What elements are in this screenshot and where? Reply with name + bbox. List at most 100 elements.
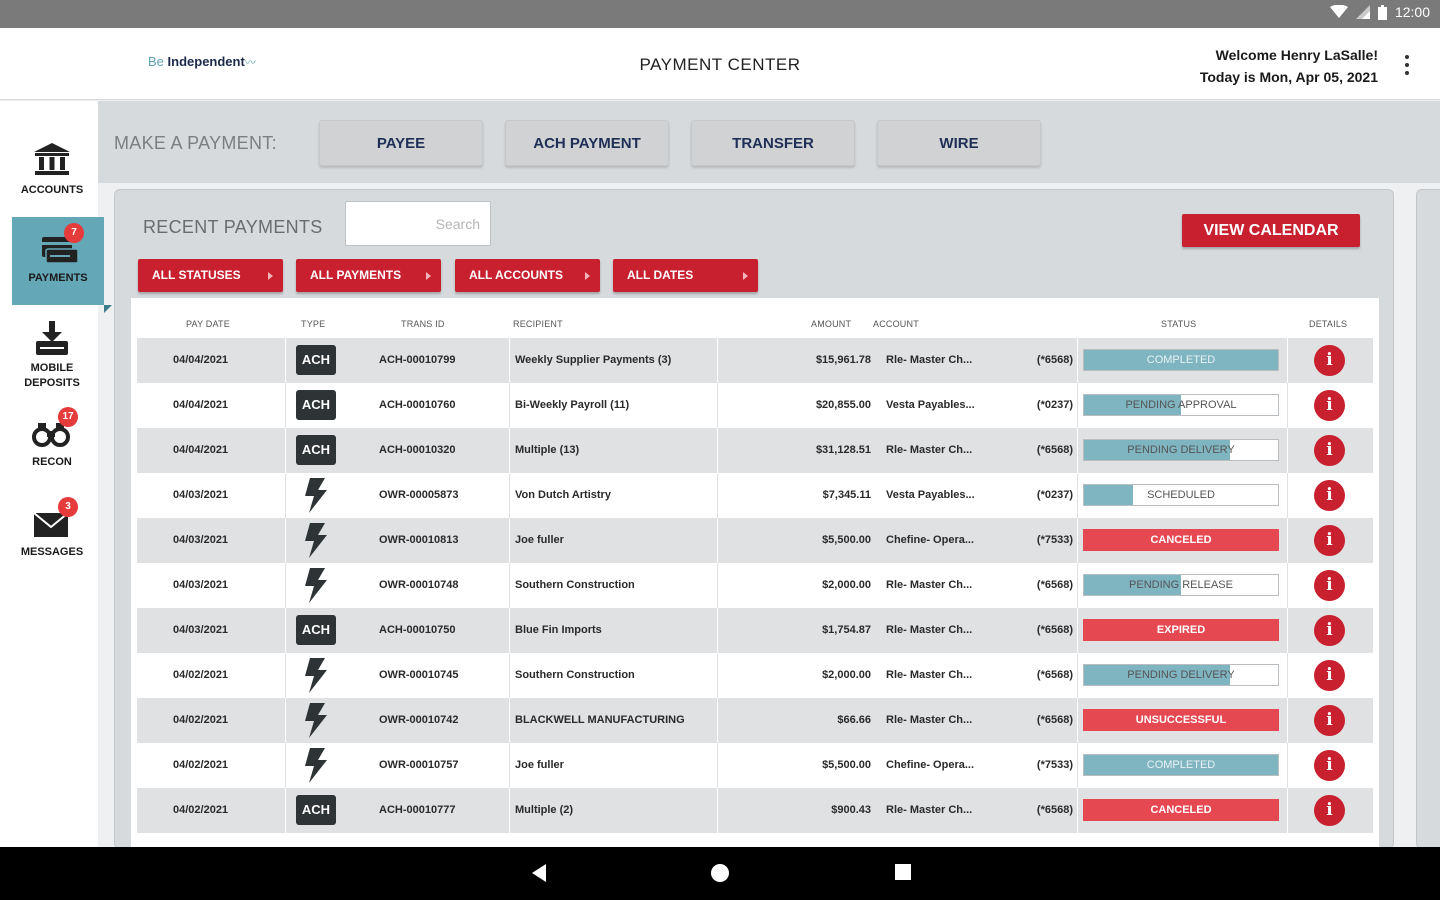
table-row[interactable]: 04/03/2021 OWR-00010748 Southern Construct… (137, 563, 1373, 608)
column-divider (717, 698, 718, 743)
info-circle-icon[interactable]: i (1314, 570, 1345, 601)
status-text: CANCELED (1150, 534, 1212, 546)
table-row[interactable]: 04/04/2021 ACH ACH-00010760 Bi-Weekly Payro… (137, 383, 1373, 428)
back-icon[interactable] (530, 863, 548, 883)
account-suffix: (*6568) (1036, 354, 1073, 366)
info-circle-icon[interactable]: i (1314, 615, 1345, 646)
filter-accounts-dropdown[interactable]: ALL ACCOUNTS (455, 259, 600, 292)
column-divider (1077, 518, 1078, 563)
column-divider (717, 518, 718, 563)
column-divider (1077, 698, 1078, 743)
ach-type-badge: ACH (296, 390, 336, 420)
payee-button[interactable]: PAYEE (319, 120, 483, 166)
view-calendar-button[interactable]: VIEW CALENDAR (1182, 214, 1360, 247)
sidebar-item-label: PAYMENTS (28, 272, 88, 284)
col-type[interactable]: TYPE (301, 319, 326, 329)
col-status[interactable]: STATUS (1161, 319, 1197, 329)
trans-id: ACH-00010799 (379, 354, 456, 366)
table-row[interactable]: 04/04/2021 ACH ACH-00010320 Multiple (13) $3… (137, 428, 1373, 473)
column-divider (1287, 698, 1288, 743)
column-divider (1287, 608, 1288, 653)
recents-icon[interactable] (894, 863, 912, 881)
pay-date: 04/04/2021 (173, 354, 229, 366)
ach-payment-button[interactable]: ACH PAYMENT (505, 120, 669, 166)
search-input[interactable] (345, 201, 491, 246)
status-badge: PENDING DELIVERY (1083, 439, 1279, 461)
col-recipient[interactable]: RECIPIENT (513, 319, 563, 329)
overflow-menu-icon[interactable] (1398, 52, 1416, 78)
info-circle-icon[interactable]: i (1314, 525, 1345, 556)
account-name: Vesta Payables... (886, 399, 975, 411)
trans-id: OWR-00010813 (379, 534, 459, 546)
trans-id: ACH-00010777 (379, 804, 456, 816)
column-divider (1077, 743, 1078, 788)
col-amount[interactable]: AMOUNT (811, 319, 852, 329)
table-row[interactable]: 04/03/2021 ACH ACH-00010750 Blue Fin Import… (137, 608, 1373, 653)
table-row[interactable]: 04/03/2021 OWR-00005873 Von Dutch Artistry… (137, 473, 1373, 518)
account-name: Rle- Master Ch... (886, 714, 973, 726)
table-row[interactable]: 04/02/2021 OWR-00010742 BLACKWELL MANUFACT… (137, 698, 1373, 743)
status-text: PENDING DELIVERY (1127, 669, 1235, 681)
filter-dates-dropdown[interactable]: ALL DATES (613, 259, 758, 292)
col-pay-date[interactable]: PAY DATE (186, 319, 230, 329)
info-circle-icon[interactable]: i (1314, 390, 1345, 421)
trans-id: OWR-00005873 (379, 489, 459, 501)
column-divider (1077, 428, 1078, 473)
sidebar-item-recon[interactable]: 17 RECON (0, 407, 104, 470)
info-circle-icon[interactable]: i (1314, 660, 1345, 691)
filter-statuses-dropdown[interactable]: ALL STATUSES (138, 259, 283, 292)
cell-signal-icon (1355, 5, 1370, 19)
filter-label: ALL ACCOUNTS (469, 268, 563, 282)
sidebar-item-accounts[interactable]: ACCOUNTS (0, 141, 104, 198)
sidebar-item-mobile-deposits[interactable]: MOBILE DEPOSITS (0, 319, 104, 391)
sidebar-item-messages[interactable]: 3 MESSAGES (0, 497, 104, 560)
column-divider (717, 653, 718, 698)
col-trans-id[interactable]: TRANS ID (401, 319, 445, 329)
info-circle-icon[interactable]: i (1314, 435, 1345, 466)
info-circle-icon[interactable]: i (1314, 750, 1345, 781)
payments-icon: 7 (36, 223, 84, 267)
transfer-button[interactable]: TRANSFER (691, 120, 855, 166)
messages-badge: 3 (58, 497, 78, 517)
pay-date: 04/03/2021 (173, 579, 229, 591)
logo-wave-icon: 〰 (244, 57, 256, 69)
column-divider (285, 698, 286, 743)
table-row[interactable]: 04/03/2021 OWR-00010813 Joe fuller $5,500.0… (137, 518, 1373, 563)
table-row[interactable]: 04/02/2021 OWR-00010745 Southern Construct… (137, 653, 1373, 698)
caret-right-icon (585, 272, 590, 280)
status-badge: UNSUCCESSFUL (1083, 709, 1279, 731)
column-divider (1287, 383, 1288, 428)
info-circle-icon[interactable]: i (1314, 345, 1345, 376)
pay-date: 04/02/2021 (173, 759, 229, 771)
pay-date: 04/02/2021 (173, 669, 229, 681)
table-row[interactable]: 04/02/2021 ACH ACH-00010777 Multiple (2) $90… (137, 788, 1373, 833)
recent-payments-card: RECENT PAYMENTS VIEW CALENDAR ALL STATUS… (114, 189, 1394, 850)
home-icon[interactable] (710, 863, 730, 883)
column-divider (285, 428, 286, 473)
sidebar: ACCOUNTS 7 PAYMENTS MOBILE DEPOSITS 17 R… (0, 101, 112, 847)
lightning-bolt-icon (305, 478, 327, 513)
account-suffix: (*7533) (1036, 534, 1073, 546)
column-divider (285, 473, 286, 518)
today-date: Today is Mon, Apr 05, 2021 (1199, 69, 1378, 85)
info-circle-icon[interactable]: i (1314, 480, 1345, 511)
table-row[interactable]: 04/04/2021 ACH ACH-00010799 Weekly Supplier… (137, 338, 1373, 383)
sidebar-item-label: MOBILE (30, 362, 74, 374)
sidebar-item-payments[interactable]: 7 PAYMENTS (12, 217, 112, 313)
wire-button[interactable]: WIRE (877, 120, 1041, 166)
info-circle-icon[interactable]: i (1314, 705, 1345, 736)
amount: $1,754.87 (822, 624, 871, 636)
amount: $900.43 (831, 804, 871, 816)
info-circle-icon[interactable]: i (1314, 795, 1345, 826)
col-account[interactable]: ACCOUNT (873, 319, 919, 329)
account-name: Rle- Master Ch... (886, 669, 973, 681)
status-text: SCHEDULED (1147, 489, 1215, 501)
filter-payments-dropdown[interactable]: ALL PAYMENTS (296, 259, 441, 292)
account-suffix: (*7533) (1036, 759, 1073, 771)
recipient: Southern Construction (515, 579, 635, 591)
welcome-block: Welcome Henry LaSalle! Today is Mon, Apr… (1200, 44, 1378, 88)
col-details[interactable]: DETAILS (1309, 319, 1348, 329)
page-title: PAYMENT CENTER (639, 55, 801, 74)
pay-date: 04/03/2021 (173, 624, 229, 636)
table-row[interactable]: 04/02/2021 OWR-00010757 Joe fuller $5,500.0… (137, 743, 1373, 788)
